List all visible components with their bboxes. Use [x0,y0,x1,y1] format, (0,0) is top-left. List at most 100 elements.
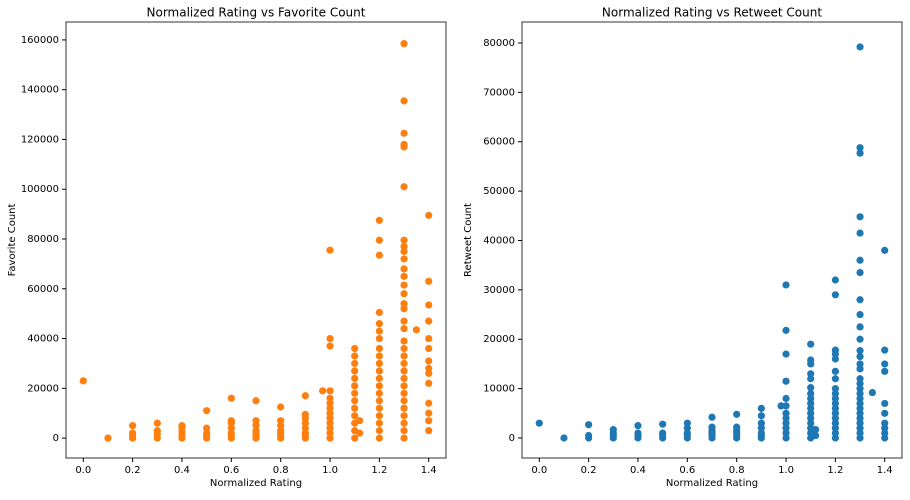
point [812,426,820,434]
point [326,334,334,343]
point [585,431,593,440]
point [351,352,359,360]
point [856,434,864,442]
point [831,276,839,284]
point [227,429,235,437]
point [831,414,839,422]
point [856,365,864,373]
point [227,417,235,425]
point [733,423,741,431]
point [400,40,408,48]
point [585,421,593,429]
point [831,404,839,412]
x-tick-label: 0.4 [630,465,646,476]
point [375,419,383,427]
point [856,375,864,383]
point [856,43,864,51]
point [831,424,839,432]
point [856,419,864,427]
point [856,347,864,355]
y-tick-label: 0 [53,433,59,444]
point [400,317,408,325]
point [425,211,433,219]
point [708,413,716,421]
point [868,388,876,397]
point [831,375,839,383]
point [807,340,815,348]
point [153,427,161,435]
point [375,359,383,368]
point [782,281,790,289]
y-axis-label: Retweet Count [463,203,474,277]
point [733,410,741,418]
point [375,367,383,375]
point [326,399,334,407]
point [881,246,889,254]
point [831,434,839,442]
x-tick-label: 0.6 [223,465,239,476]
x-tick-label: 1.2 [371,465,387,476]
point [807,389,815,398]
point [400,337,408,345]
point [782,326,790,334]
point [375,382,383,390]
point [831,394,839,403]
point [856,149,864,157]
point [683,424,691,432]
point [856,213,864,221]
point [375,434,383,442]
x-tick-label: 1.4 [421,465,437,476]
point [375,374,383,382]
point [400,419,408,427]
point [400,290,408,298]
point [807,399,815,408]
point [351,344,359,353]
point [881,360,889,368]
point [757,404,765,412]
point [375,251,383,259]
point [153,419,161,427]
point [856,256,864,264]
point [659,429,667,437]
point [351,397,359,405]
point [425,399,433,407]
point [227,424,235,432]
point [425,277,433,285]
point [375,389,383,397]
point [856,429,864,437]
y-tick-label: 30000 [483,285,515,296]
point [375,344,383,353]
x-tick-label: 0.2 [581,465,597,476]
point [326,429,334,437]
point [807,370,815,378]
y-tick-label: 80000 [27,234,59,245]
point [326,419,334,427]
point [807,404,815,412]
y-tick-label: 70000 [483,87,515,98]
point [375,327,383,335]
point [400,404,408,412]
point [807,375,815,383]
x-tick-label: 0.6 [679,465,695,476]
point [757,429,765,437]
point [252,397,260,405]
point [782,424,790,432]
point [425,344,433,353]
point [400,352,408,360]
point [856,296,864,304]
point [856,352,864,361]
point [856,144,864,152]
point [807,409,815,417]
point [400,242,408,251]
x-axis-label: Normalized Rating [666,478,758,489]
point [425,369,433,377]
x-tick-label: 0.0 [531,465,547,476]
point [831,355,839,363]
point [351,382,359,390]
point [375,216,383,224]
y-tick-label: 20000 [483,334,515,345]
point [326,387,334,395]
point [856,414,864,422]
point [400,367,408,375]
point [400,140,408,149]
